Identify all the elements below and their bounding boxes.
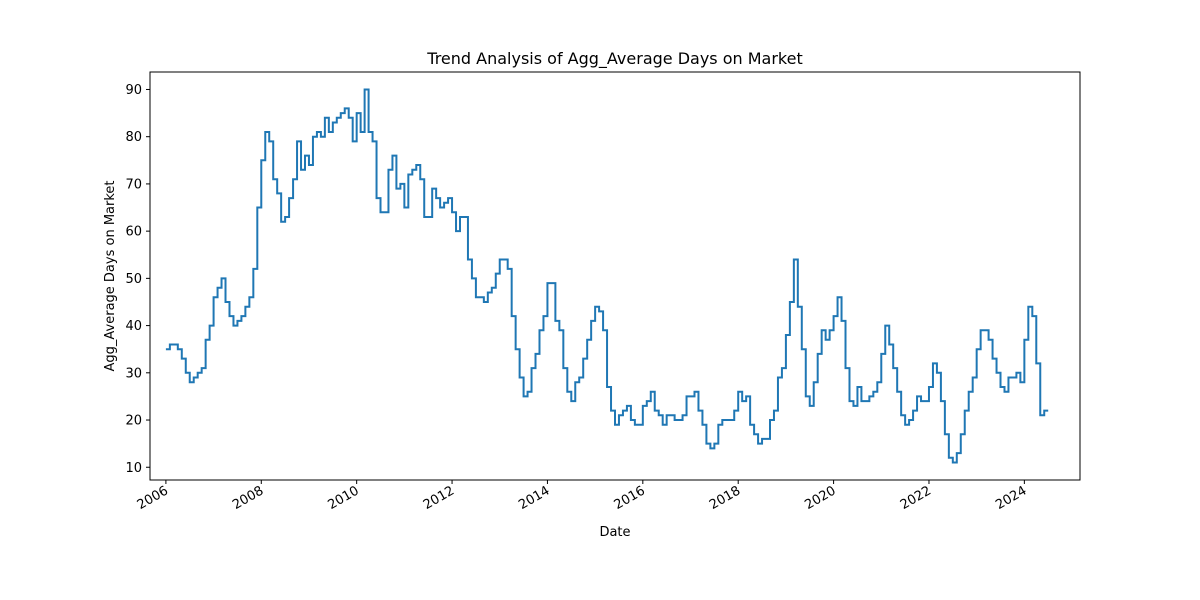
x-tick-label: 2022	[898, 483, 934, 513]
y-axis-label: Agg_Average Days on Market	[103, 180, 118, 371]
y-tick-label: 70	[125, 177, 142, 192]
y-tick-label: 60	[125, 225, 142, 240]
x-tick-label: 2006	[135, 483, 171, 513]
x-axis-ticks: 2006 2008 2010 2012 2014 2016 2018 2020 2022 2024	[135, 480, 1029, 513]
x-tick-label: 2014	[516, 483, 552, 513]
series-line	[165, 88, 1049, 464]
y-axis-ticks: 10 20 30 40 50 60 70 80 90	[125, 83, 150, 476]
x-tick-label: 2016	[612, 483, 648, 513]
x-tick-label: 2024	[993, 483, 1029, 513]
y-tick-label: 30	[125, 366, 142, 381]
y-tick-label: 90	[125, 83, 142, 98]
y-tick-label: 40	[125, 319, 142, 334]
y-tick-label: 80	[125, 130, 142, 145]
x-tick-label: 2020	[802, 483, 838, 513]
x-tick-label: 2010	[326, 483, 362, 513]
x-tick-label: 2012	[421, 483, 457, 513]
chart-title: Trend Analysis of Agg_Average Days on Ma…	[426, 49, 802, 69]
x-tick-label: 2018	[707, 483, 743, 513]
x-axis-label: Date	[599, 525, 630, 540]
x-tick-label: 2008	[230, 483, 266, 513]
y-tick-label: 10	[125, 461, 142, 476]
y-tick-label: 50	[125, 272, 142, 287]
plot-frame	[149, 71, 1081, 481]
plot-area	[165, 88, 1049, 464]
y-tick-label: 20	[125, 414, 142, 429]
